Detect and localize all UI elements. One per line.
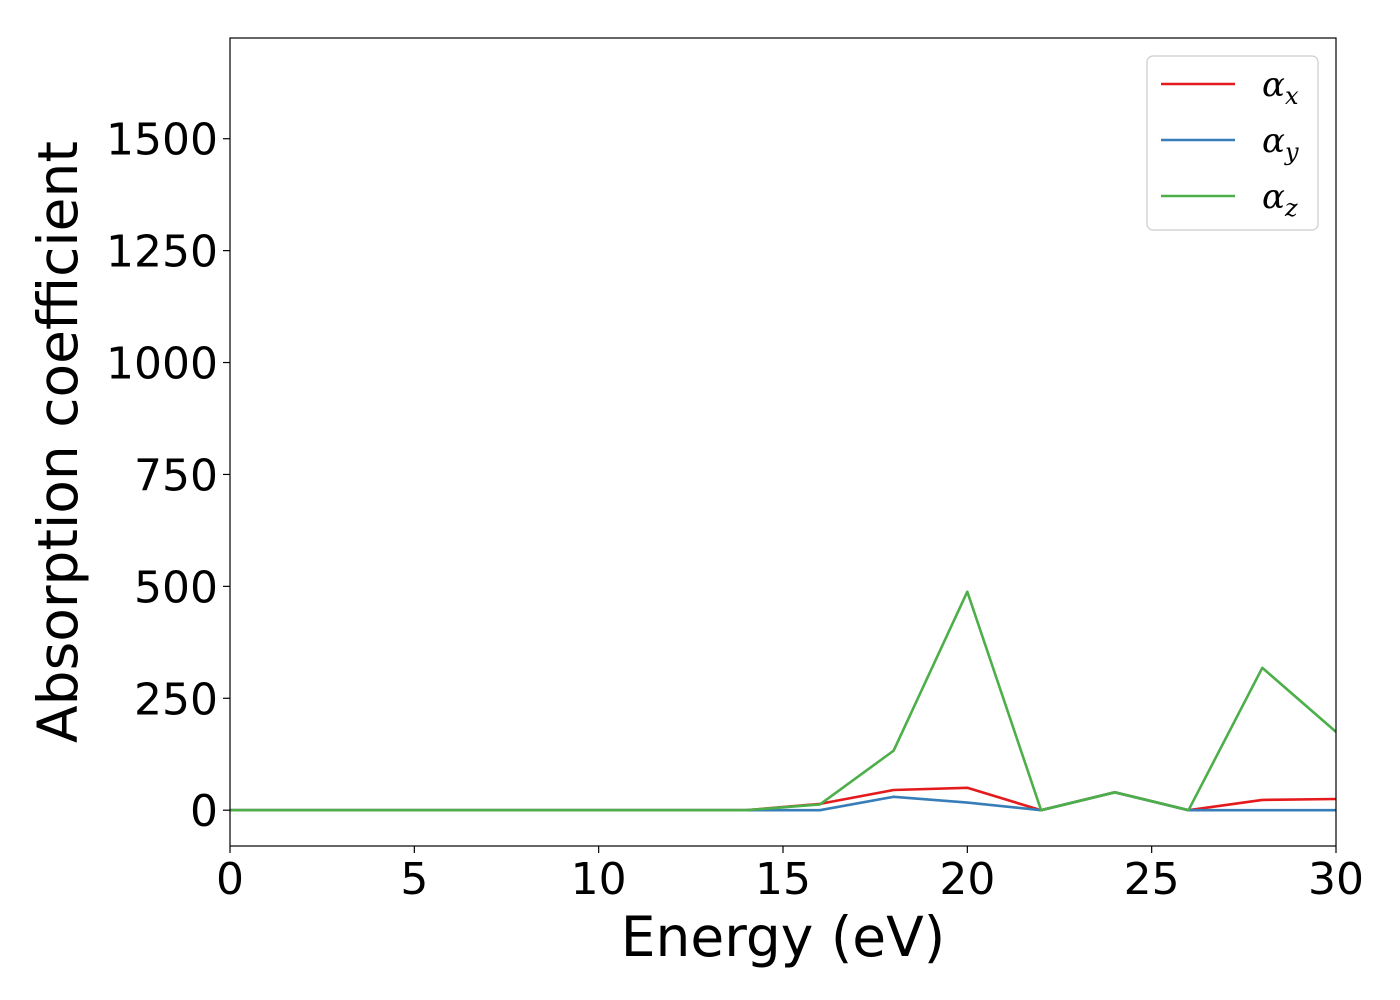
y-tick-label: 0 (190, 786, 218, 837)
x-tick-label: 5 (400, 854, 428, 905)
x-tick-label: 0 (216, 854, 244, 905)
series-layer (230, 590, 1336, 812)
y-tick-label: 1500 (106, 115, 218, 166)
y-tick-label: 1000 (106, 339, 218, 390)
x-tick-label: 15 (755, 854, 811, 905)
x-axis: 0 5 10 15 20 25 30 (216, 846, 1364, 905)
x-axis-label: Energy (eV) (621, 905, 945, 969)
legend-label-alpha-z: αz (1262, 177, 1298, 222)
y-tick-label: 1250 (106, 227, 218, 278)
x-tick-label: 20 (939, 854, 995, 905)
y-tick-label: 750 (134, 450, 218, 501)
legend-label-alpha-y: αy (1262, 121, 1299, 166)
legend-label-alpha-x: αx (1262, 65, 1299, 110)
x-tick-label: 30 (1308, 854, 1364, 905)
y-tick-label: 500 (134, 562, 218, 613)
y-axis: 0 250 500 750 1000 1250 1500 (106, 115, 230, 837)
legend-box (1146, 55, 1319, 231)
series-line-alpha-z (230, 590, 1336, 812)
x-tick-label: 25 (1124, 854, 1180, 905)
x-tick-label: 10 (571, 854, 627, 905)
y-axis-label: Absorption coefficient (26, 141, 90, 743)
y-tick-label: 250 (134, 674, 218, 725)
legend: αx αy αz (1146, 55, 1319, 231)
